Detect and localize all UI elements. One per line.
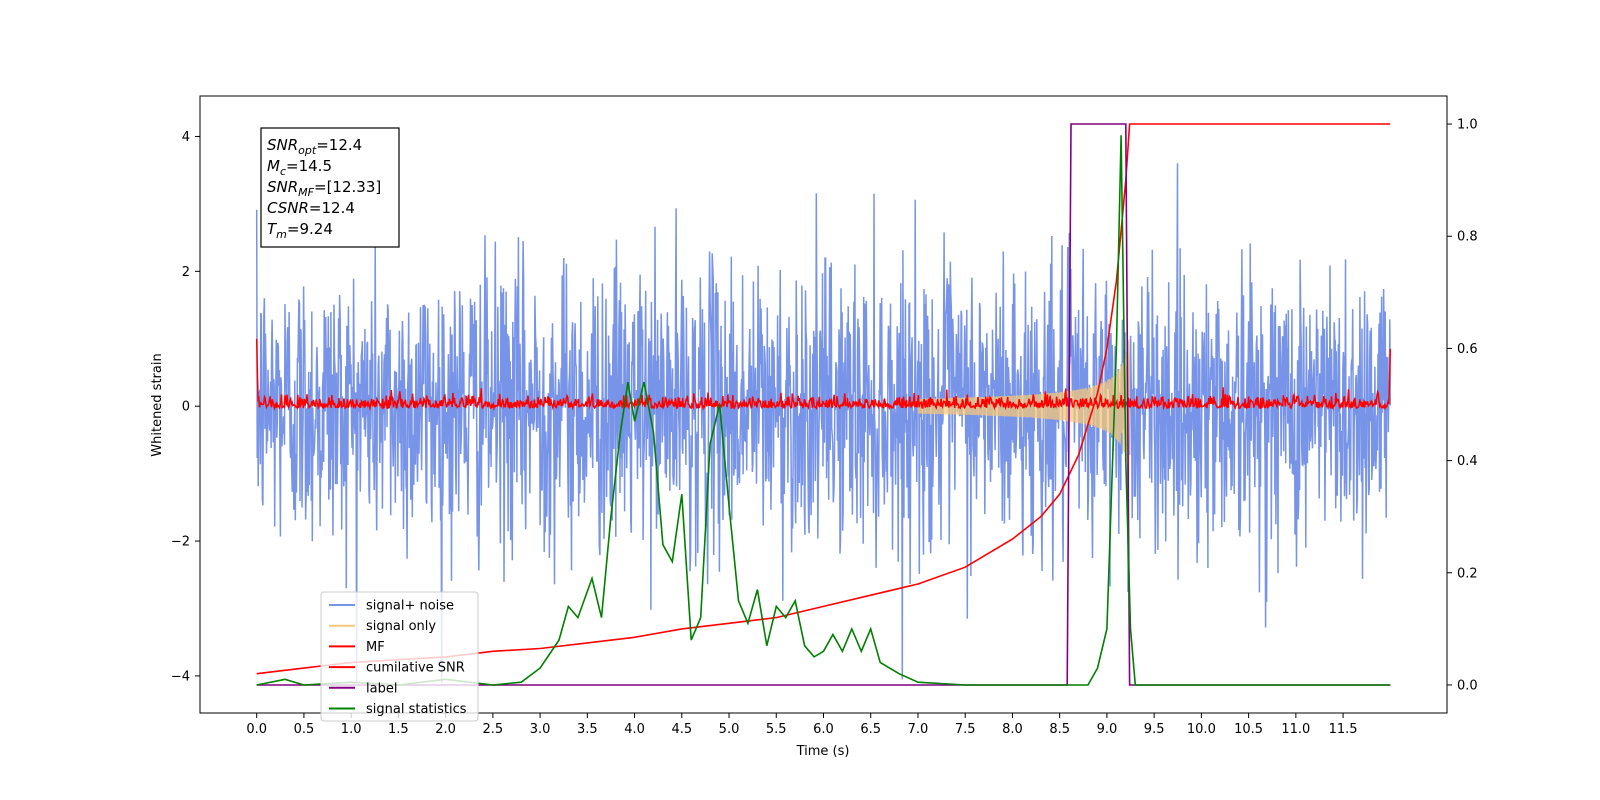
y-tick-label: −4 [171,669,190,684]
x-tick-label: 2.5 [483,722,504,737]
x-tick-label: 2.0 [435,722,456,737]
y-right-tick-label: 0.0 [1457,678,1478,693]
y-right-tick-label: 0.6 [1457,342,1478,357]
legend-label-signal-statistics: signal statistics [366,702,467,717]
x-axis-label: Time (s) [796,744,850,759]
x-tick-label: 3.0 [530,722,551,737]
annotation-line: Tm=9.24 [267,220,333,241]
x-tick-label: 1.0 [341,722,362,737]
annotation-box: SNRopt=12.4Mc=14.5SNRMF=[12.33]CSNR=12.4… [260,127,400,248]
x-tick-label: 5.0 [719,722,740,737]
legend-label-mf: MF [366,640,385,655]
x-tick-label: 10.0 [1187,722,1216,737]
x-axis: 0.0 0.5 1.0 1.5 2.0 2.5 3.0 3.5 4.0 4.5 5.0 5.5 6.0 6… [246,713,1358,737]
series-signal-noise-line [255,163,1392,683]
x-tick-label: 5.5 [766,722,787,737]
x-tick-label: 3.5 [577,722,598,737]
y-tick-label: −2 [171,535,190,550]
y-axis-left: 4 2 0 −2 −4 [171,130,200,684]
y-tick-label: 0 [182,400,190,415]
series-signal-statistics-line [256,135,1391,686]
x-tick-label: 10.5 [1234,722,1263,737]
legend-label-cumilative-snr: cumilative SNR [366,661,465,676]
x-tick-label: 7.0 [908,722,929,737]
y-axis-label: Whitened strain [150,353,165,456]
x-tick-label: 0.5 [294,722,315,737]
x-tick-label: 4.0 [624,722,645,737]
x-tick-label: 8.5 [1049,722,1070,737]
legend: signal+ noise signal only MF cumilative SNR… [320,591,479,722]
x-tick-label: 11.0 [1281,722,1310,737]
y-axis-right: 1.0 0.8 0.6 0.4 0.2 0.0 [1447,118,1478,693]
x-tick-label: 1.5 [388,722,409,737]
annotation-line: SNRMF=[12.33] [267,178,381,199]
legend-frame [320,591,479,722]
x-tick-label: 0.0 [246,722,267,737]
legend-label-signal-noise: signal+ noise [366,599,454,614]
y-right-tick-label: 0.4 [1457,454,1478,469]
y-right-tick-label: 0.8 [1457,230,1478,245]
annotation-line: Mc=14.5 [267,157,332,178]
y-tick-label: 2 [182,265,190,280]
x-tick-label: 6.5 [860,722,881,737]
x-tick-label: 4.5 [671,722,692,737]
y-right-tick-label: 1.0 [1457,118,1478,133]
annotation-line: CSNR=12.4 [267,199,355,217]
x-tick-label: 9.0 [1097,722,1118,737]
x-tick-label: 8.0 [1002,722,1023,737]
x-tick-label: 6.0 [813,722,834,737]
series-mf-line [255,338,1392,412]
x-tick-label: 7.5 [955,722,976,737]
x-tick-label: 9.5 [1144,722,1165,737]
legend-label-label: label [366,681,397,696]
y-right-tick-label: 0.2 [1457,566,1478,581]
annotation-frame [260,127,400,248]
x-tick-label: 11.5 [1329,722,1358,737]
annotation-line: SNRopt=12.4 [267,136,362,157]
y-tick-label: 4 [182,130,190,145]
legend-label-signal-only: signal only [366,619,436,634]
